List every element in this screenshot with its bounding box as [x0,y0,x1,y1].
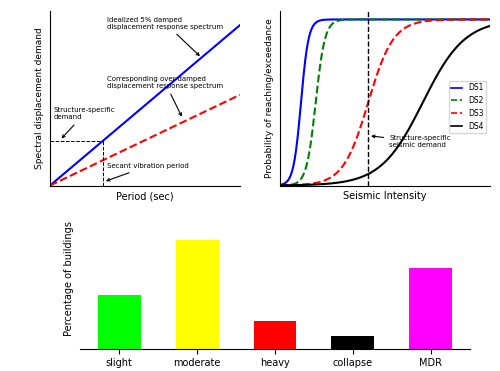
Y-axis label: Spectral displacement demand: Spectral displacement demand [36,27,44,169]
Legend: DS1, DS2, DS3, DS4: DS1, DS2, DS3, DS4 [448,81,486,133]
Text: Structure-specific
seismic demand: Structure-specific seismic demand [372,135,451,148]
Bar [332,336,374,349]
Text: Structure-specific
demand: Structure-specific demand [54,107,116,138]
Y-axis label: Percentage of buildings: Percentage of buildings [64,221,74,336]
Bar [410,268,453,349]
Y-axis label: Probability of reaching/exceedance: Probability of reaching/exceedance [266,19,274,178]
Text: Idealized 5% damped
displacement response spectrum: Idealized 5% damped displacement respons… [107,17,223,55]
Text: Corresponding over-damped
displacement response spectrum: Corresponding over-damped displacement r… [107,76,223,116]
Bar [254,321,296,349]
Bar [176,240,218,349]
Text: Secant vibration period: Secant vibration period [107,163,189,181]
Bar [98,295,140,349]
X-axis label: Seismic Intensity: Seismic Intensity [343,191,427,201]
X-axis label: Period (sec): Period (sec) [116,191,174,201]
